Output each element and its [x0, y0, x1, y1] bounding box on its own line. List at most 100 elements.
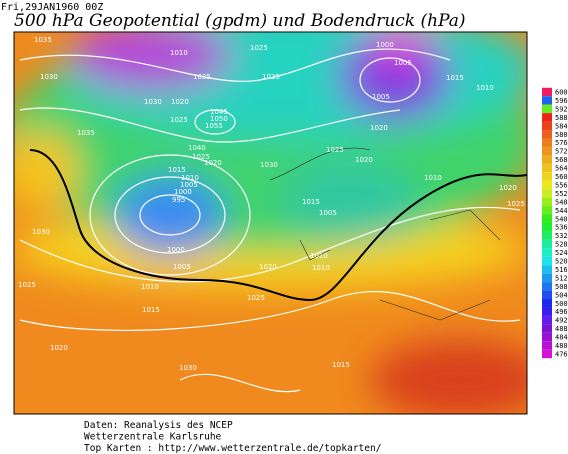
isobar-label: 1020: [355, 156, 373, 164]
isobar-label: 1000: [167, 246, 185, 254]
colorbar-segment: [542, 206, 552, 215]
colorbar-label: 564: [555, 165, 568, 173]
colorbar-segment: [542, 282, 552, 291]
isobar-label: 1025: [18, 281, 36, 289]
colorbar-segment: [542, 239, 552, 249]
colorbar-label: 520: [555, 258, 568, 266]
isobar-label: 1015: [142, 306, 160, 314]
colorbar-segment: [542, 172, 552, 181]
isobar-label: 1030: [32, 228, 50, 236]
colorbar-segment: [542, 256, 552, 266]
colorbar-label: 496: [555, 308, 568, 316]
colorbar-label: 576: [555, 139, 568, 147]
colorbar-label: 476: [555, 350, 568, 358]
colorbar-label: 584: [555, 122, 568, 130]
isobar-label: 1005: [180, 181, 198, 189]
colorbar-segment: [542, 130, 552, 139]
colorbar-label: 568: [555, 156, 568, 164]
isobar-label: 1045: [210, 108, 228, 116]
colorbar-segment: [542, 315, 552, 325]
isobar-label: 1020: [50, 344, 68, 352]
colorbar-label: 600: [555, 89, 568, 97]
isobar-label: 1035: [34, 36, 52, 44]
colorbar-segment: [542, 121, 552, 131]
isobar-label: 1020: [204, 159, 222, 167]
footer-line: Wetterzentrale Karlsruhe: [84, 432, 222, 443]
colorbar-segment: [542, 299, 552, 308]
colorbar-label: 504: [555, 291, 568, 299]
isobar-label: 1010: [141, 283, 159, 291]
colorbar-segment: [542, 341, 552, 350]
isobar-label: 1035: [193, 73, 211, 81]
colorbar-label: 500: [555, 300, 568, 308]
colorbar-label: 596: [555, 97, 568, 105]
colorbar: 6005965925885845805765725685645605565525…: [542, 87, 568, 359]
isobar-label: 1020: [171, 98, 189, 106]
colorbar-segment: [542, 222, 552, 232]
isobar-label: 1035: [77, 129, 95, 137]
colorbar-label: 540: [555, 215, 568, 223]
isobar-label: 1010: [424, 174, 442, 182]
isobar-label: 995: [172, 196, 185, 204]
colorbar-segment: [542, 113, 552, 122]
colorbar-segment: [542, 273, 552, 283]
colorbar-segment: [542, 189, 552, 198]
isobar-label: 1010: [170, 49, 188, 57]
colorbar-segment: [542, 349, 552, 359]
colorbar-segment: [542, 146, 552, 156]
colorbar-label: 572: [555, 148, 568, 156]
colorbar-label: 508: [555, 283, 568, 291]
isobar-label: 1015: [332, 361, 350, 369]
colorbar-label: 532: [555, 232, 568, 240]
isobar-label: 1015: [302, 198, 320, 206]
isobar-label: 1010: [310, 252, 328, 260]
isobar-label: 1020: [370, 124, 388, 132]
isobar-label: 1055: [205, 122, 223, 130]
isobar-label: 1020: [259, 263, 277, 271]
isobar-label: 1005: [372, 93, 390, 101]
isobar-label: 1010: [181, 174, 199, 182]
isobar-label: 1015: [446, 74, 464, 82]
isobar-label: 1040: [188, 144, 206, 152]
timestamp: Fri,29JAN1960 00Z: [1, 2, 103, 13]
colorbar-segment: [542, 197, 552, 207]
isobar-label: 1005: [319, 209, 337, 217]
isobar-label: 1010: [312, 264, 330, 272]
colorbar-label: 512: [555, 274, 568, 282]
colorbar-label: 556: [555, 181, 568, 189]
isobar-label: 1020: [499, 184, 517, 192]
colorbar-label: 528: [555, 241, 568, 249]
colorbar-segment: [542, 214, 552, 223]
colorbar-segment: [542, 96, 552, 105]
isobar-label: 1010: [476, 84, 494, 92]
colorbar-label: 484: [555, 334, 568, 342]
colorbar-label: 516: [555, 266, 568, 274]
colorbar-label: 524: [555, 249, 568, 257]
colorbar-label: 544: [555, 207, 568, 215]
isobar-label: 1025: [250, 44, 268, 52]
isobar-label: 1025: [247, 294, 265, 302]
isobar-label: 1030: [179, 364, 197, 372]
isobar-label: 1030: [260, 161, 278, 169]
isobar-label: 1015: [168, 166, 186, 174]
isobar-label: 1025: [262, 73, 280, 81]
colorbar-segment: [542, 307, 552, 316]
map: [14, 32, 527, 414]
isobar-label: 1005: [394, 59, 412, 67]
colorbar-segment: [542, 231, 552, 240]
colorbar-label: 580: [555, 131, 568, 139]
colorbar-segment: [542, 332, 552, 342]
colorbar-label: 548: [555, 198, 568, 206]
colorbar-label: 560: [555, 173, 568, 181]
isobar-label: 1025: [326, 146, 344, 154]
colorbar-label: 480: [555, 342, 568, 350]
colorbar-segment: [542, 104, 552, 114]
colorbar-segment: [542, 87, 552, 97]
isobar-label: 1030: [144, 98, 162, 106]
colorbar-label: 488: [555, 325, 568, 333]
colorbar-label: 552: [555, 190, 568, 198]
colorbar-segment: [542, 265, 552, 274]
colorbar-segment: [542, 180, 552, 190]
colorbar-segment: [542, 155, 552, 164]
